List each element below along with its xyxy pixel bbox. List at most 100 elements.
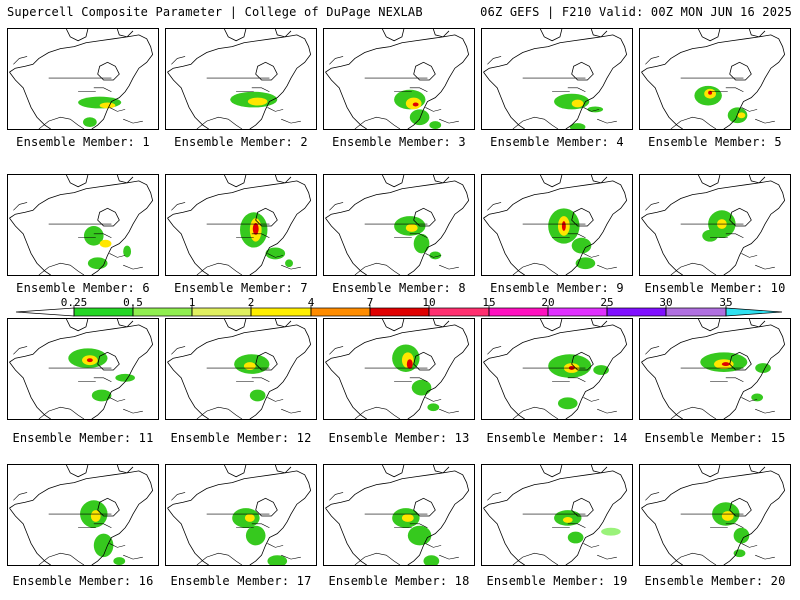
ensemble-map-panel	[165, 28, 317, 130]
colorbar-level-label: 2	[247, 296, 255, 309]
scp-contour	[429, 121, 442, 129]
scp-contour	[123, 245, 132, 258]
ensemble-map-panel	[481, 318, 633, 420]
coastline	[483, 465, 628, 565]
basemap	[483, 175, 628, 275]
colorbar-segment	[15, 307, 75, 317]
scp-contour	[267, 555, 288, 565]
basemap	[167, 465, 312, 565]
scp-contour	[413, 233, 430, 254]
colorbar-level-label: 10	[422, 296, 436, 309]
scp-contour	[733, 549, 746, 558]
basemap	[167, 319, 312, 419]
ensemble-map-panel	[481, 174, 633, 276]
scp-contour	[99, 239, 112, 248]
basemap	[483, 319, 628, 419]
basemap	[167, 29, 312, 129]
scp-contour	[562, 516, 573, 523]
border-lines	[645, 492, 775, 565]
colorbar-segment	[428, 307, 490, 317]
ensemble-map-panel	[639, 174, 791, 276]
border-lines	[13, 346, 143, 419]
basemap	[325, 465, 470, 565]
coastline	[641, 29, 786, 129]
ensemble-map-panel	[165, 464, 317, 566]
border-lines	[329, 346, 459, 419]
scp-contour	[93, 533, 114, 558]
coastline	[167, 465, 312, 565]
scp-contour	[571, 237, 592, 254]
scp-contour	[245, 525, 266, 546]
ensemble-map-panel	[165, 174, 317, 276]
scp-contour	[411, 379, 432, 396]
colorbar-segment	[665, 307, 727, 317]
scp-contour	[587, 106, 604, 113]
scp-contour	[83, 117, 97, 128]
colorbar-level-label: 4	[307, 296, 315, 309]
coastline	[325, 319, 470, 419]
coastline	[167, 319, 312, 419]
basemap	[325, 175, 470, 275]
scp-contour	[751, 393, 764, 402]
basemap	[483, 29, 628, 129]
scp-contour	[561, 221, 566, 231]
scp-contour	[593, 365, 609, 375]
coastline	[167, 29, 312, 129]
ensemble-member-label: Ensemble Member: 15	[644, 431, 786, 445]
scp-contour	[247, 97, 268, 106]
border-lines	[487, 492, 617, 565]
border-lines	[329, 492, 459, 565]
ensemble-map-panel	[639, 318, 791, 420]
coastline	[483, 175, 628, 275]
scp-contour	[423, 555, 440, 565]
coastline	[9, 29, 154, 129]
border-lines	[13, 56, 143, 129]
scp-contour	[113, 557, 126, 565]
ensemble-member-label: Ensemble Member: 16	[12, 574, 154, 588]
ensemble-map-panel	[165, 318, 317, 420]
border-lines	[329, 202, 459, 275]
basemap	[641, 29, 786, 129]
scp-contour	[575, 257, 596, 270]
ensemble-map-panel	[323, 28, 475, 130]
scp-contour	[737, 112, 746, 119]
ensemble-member-label: Ensemble Member: 12	[170, 431, 312, 445]
colorbar-segment	[191, 307, 252, 317]
border-lines	[645, 202, 775, 275]
ensemble-map-panel	[639, 28, 791, 130]
basemap	[9, 465, 154, 565]
ensemble-member-label: Ensemble Member: 17	[170, 574, 312, 588]
ensemble-member-label: Ensemble Member: 18	[328, 574, 470, 588]
scp-contour	[412, 102, 419, 107]
ensemble-member-label: Ensemble Member: 20	[644, 574, 786, 588]
scp-contour	[407, 525, 432, 546]
border-lines	[487, 56, 617, 129]
ensemble-map-panel	[7, 174, 159, 276]
ensemble-map-panel	[323, 464, 475, 566]
scp-contour	[427, 403, 440, 412]
scp-contour	[755, 363, 771, 373]
border-lines	[171, 492, 301, 565]
ensemble-map-panel	[323, 318, 475, 420]
basemap	[325, 319, 470, 419]
colorbar-segment	[725, 307, 783, 317]
scp-contour	[554, 93, 590, 110]
colorbar-level-label: 7	[366, 296, 374, 309]
ensemble-member-label: Ensemble Member: 7	[174, 281, 308, 295]
ensemble-member-label: Ensemble Member: 8	[332, 281, 466, 295]
colorbar-level-label: 1	[188, 296, 196, 309]
scp-contour	[409, 109, 430, 126]
ensemble-member-label: Ensemble Member: 10	[644, 281, 786, 295]
scp-contour	[721, 511, 734, 521]
border-lines	[487, 202, 617, 275]
chart-title: Supercell Composite Parameter | College …	[7, 5, 423, 19]
border-lines	[171, 346, 301, 419]
ensemble-map-panel	[639, 464, 791, 566]
border-lines	[171, 202, 301, 275]
coastline	[167, 175, 312, 275]
scp-contour	[99, 102, 116, 109]
coastline	[483, 319, 628, 419]
scp-contour	[78, 96, 122, 109]
ensemble-member-label: Ensemble Member: 1	[16, 135, 150, 149]
scp-contour	[406, 359, 413, 369]
